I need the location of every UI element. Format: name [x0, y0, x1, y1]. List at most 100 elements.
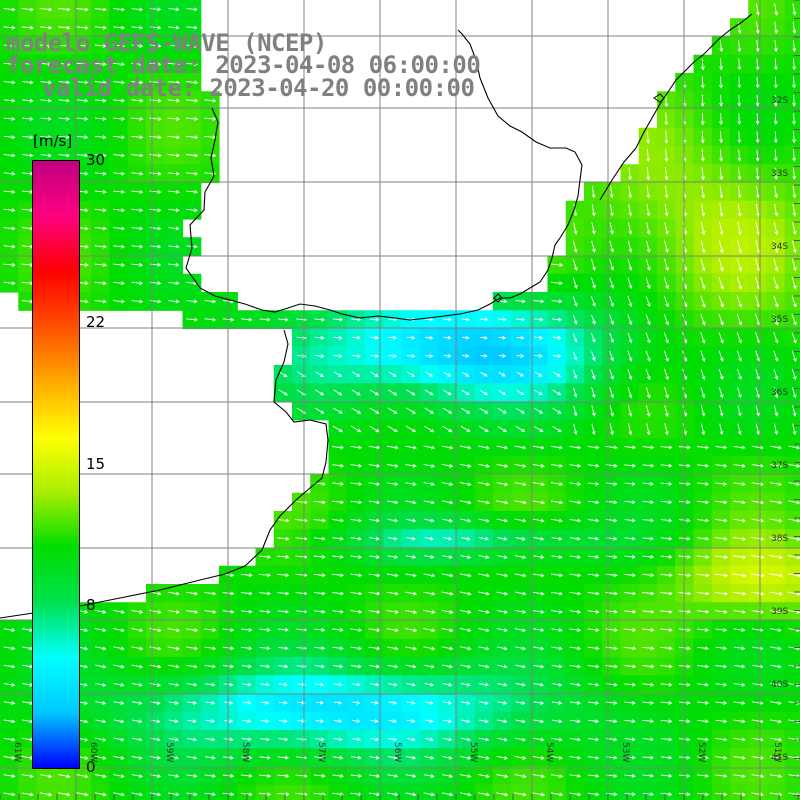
wind-arrow [95, 737, 107, 742]
wind-arrow [572, 240, 578, 253]
wind-cell [784, 438, 800, 457]
wind-arrow [788, 445, 800, 450]
wind-arrow [569, 737, 582, 742]
wind-arrow [737, 131, 742, 144]
wind-arrow [697, 664, 710, 669]
wind-arrow [424, 682, 435, 687]
wind-arrow [350, 536, 362, 541]
wind-arrow [590, 277, 596, 289]
wind-arrow [660, 482, 673, 486]
wind-arrow [259, 664, 271, 669]
wind-arrow [627, 350, 633, 362]
wind-arrow [113, 263, 126, 267]
wind-cell [784, 730, 800, 749]
wind-arrow [792, 94, 796, 107]
wind-cell [784, 620, 800, 640]
wind-arrow [315, 371, 325, 378]
wind-arrow [168, 262, 180, 267]
wind-arrow [277, 646, 289, 651]
wind-arrow [533, 682, 545, 687]
wind-arrow [773, 368, 779, 381]
wind-arrow [185, 98, 199, 103]
wind-arrow [532, 573, 545, 578]
wind-arrow [609, 423, 614, 436]
wind-arrow [113, 62, 126, 67]
wind-arrow [624, 682, 637, 687]
wind-arrow [664, 167, 669, 181]
colorbar-tick-30: 30 [86, 151, 106, 169]
wind-arrow [314, 609, 326, 614]
wind-arrow [333, 719, 343, 723]
wind-arrow [627, 423, 633, 436]
wind-arrow [94, 226, 107, 231]
wind-arrow [76, 80, 89, 85]
wind-arrow [770, 628, 782, 633]
wind-arrow [260, 682, 270, 687]
wind-arrow [645, 350, 651, 362]
wind-arrow [624, 555, 636, 559]
wind-arrow [185, 135, 199, 140]
wind-arrow [609, 314, 615, 325]
wind-arrow [405, 482, 417, 487]
wind-arrow [514, 774, 527, 779]
wind-arrow [496, 591, 509, 596]
wind-arrow [737, 76, 742, 89]
wind-cell [237, 784, 257, 800]
wind-arrow [569, 500, 582, 505]
wind-arrow [241, 628, 253, 632]
wind-arrow [755, 21, 760, 35]
wind-arrow [755, 39, 760, 53]
wind-arrow [628, 204, 633, 217]
wind-arrow [351, 407, 362, 414]
wind-arrow [736, 276, 743, 290]
wind-arrow [350, 628, 363, 632]
latitude-label: 40S [771, 680, 789, 690]
wind-arrow [533, 609, 545, 614]
wind-arrow [551, 445, 563, 450]
wind-arrow [460, 664, 472, 669]
wind-arrow [792, 423, 797, 436]
wind-arrow [95, 609, 107, 614]
wind-arrow [718, 258, 724, 272]
wind-arrow [733, 664, 746, 669]
wind-arrow [168, 719, 179, 724]
colorbar [32, 160, 80, 769]
wind-arrow [369, 407, 380, 414]
wind-arrow [496, 755, 509, 760]
wind-arrow [718, 368, 724, 381]
wind-arrow [755, 387, 760, 399]
wind-arrow [441, 482, 454, 487]
wind-arrow [718, 332, 724, 344]
wind-cell [91, 784, 111, 800]
wind-arrow [168, 281, 180, 286]
wind-arrow [569, 701, 581, 705]
wind-arrow [609, 259, 615, 271]
wind-arrow [532, 774, 545, 779]
wind-arrow [131, 755, 143, 760]
wind-cell [784, 36, 800, 56]
wind-arrow [406, 719, 416, 724]
wind-arrow [131, 628, 144, 633]
wind-arrow [204, 117, 217, 121]
wind-arrow [660, 773, 673, 778]
wind-arrow [773, 313, 779, 326]
wind-arrow [591, 387, 596, 399]
wind-arrow [425, 354, 434, 358]
wind-arrow [534, 407, 544, 414]
wind-arrow [351, 755, 362, 760]
wind-cell [784, 109, 800, 129]
wind-arrow [733, 628, 746, 632]
wind-arrow [770, 463, 783, 468]
wind-arrow [313, 591, 326, 596]
wind-arrow [131, 44, 144, 48]
wind-arrow [715, 755, 728, 760]
wind-arrow [350, 573, 363, 578]
wind-arrow [700, 258, 706, 272]
wind-arrow [769, 774, 783, 779]
wind-arrow [497, 425, 508, 433]
wind-arrow [791, 277, 797, 290]
wind-arrow [646, 203, 651, 217]
wind-arrow [660, 682, 673, 687]
wind-arrow [591, 204, 596, 217]
wind-arrow [700, 94, 705, 107]
